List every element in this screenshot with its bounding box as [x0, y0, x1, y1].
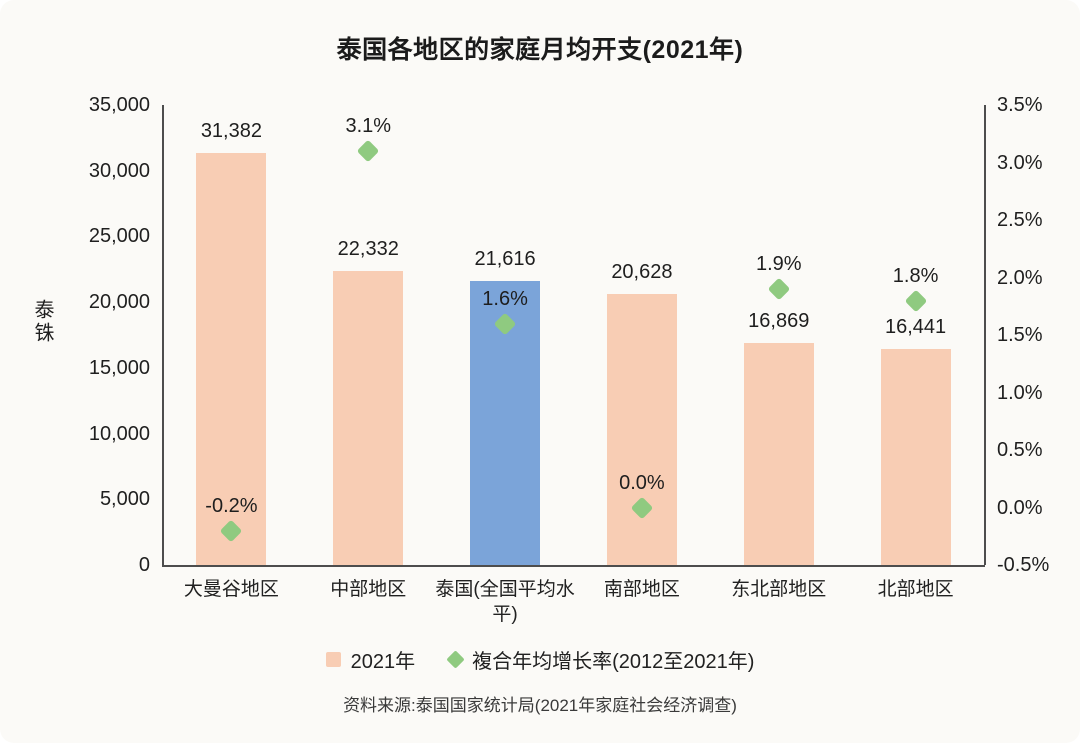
left-axis-tick: 15,000 — [88, 356, 150, 379]
diamond-swatch-icon — [446, 650, 465, 669]
bar-value-label: 31,382 — [200, 119, 262, 142]
bar-value-label: 21,616 — [474, 247, 536, 270]
right-axis-tick: 1.5% — [997, 324, 1043, 346]
legend-item-cagr: 複合年均增长率(2012至2021年) — [446, 645, 755, 674]
cagr-value-label: 3.1% — [345, 115, 392, 137]
category-label-5: 东北部地区 — [731, 579, 827, 600]
left-axis-title: 泰铢 — [31, 299, 53, 345]
right-axis-tick: 2.0% — [997, 266, 1043, 289]
right-axis-tick: 2.5% — [997, 209, 1043, 231]
left-axis-tick: 35,000 — [88, 94, 150, 116]
bar-value-label: 16,869 — [748, 310, 810, 333]
legend-label-cagr: 複合年均增长率(2012至2021年) — [472, 651, 755, 673]
left-axis-tick: 0 — [138, 554, 150, 576]
category-label-4: 南部地区 — [603, 579, 680, 600]
left-axis-tick: 25,000 — [88, 225, 150, 248]
bottom-axis-line — [162, 565, 985, 567]
right-axis-tick: 0.5% — [997, 439, 1043, 461]
right-axis-tick: 0.0% — [997, 496, 1043, 519]
legend-item-2021: 2021年 — [325, 645, 416, 674]
cagr-value-label: 1.6% — [482, 287, 528, 310]
category-label-3: 泰国(全国平均水平) — [435, 579, 575, 625]
right-axis-tick: 1.0% — [997, 381, 1043, 404]
bar-2 — [333, 271, 404, 565]
cagr-value-label: -0.2% — [205, 494, 258, 517]
bar-1 — [196, 152, 267, 565]
bar-5 — [743, 343, 814, 565]
right-axis-tick: 3.0% — [997, 151, 1043, 174]
category-label-1: 大曼谷地区 — [183, 579, 279, 600]
cagr-value-label: 1.9% — [755, 253, 802, 275]
legend-label-2021: 2021年 — [350, 651, 416, 673]
bar-swatch-icon — [325, 652, 341, 667]
category-label-6: 北部地区 — [877, 579, 954, 600]
bar-value-label: 16,441 — [884, 315, 947, 338]
right-axis-tick: -0.5% — [997, 554, 1050, 576]
left-axis-tick: 10,000 — [88, 422, 150, 445]
cagr-diamond-icon — [904, 289, 927, 312]
bar-value-label: 22,332 — [337, 238, 399, 261]
left-axis-line — [162, 105, 164, 565]
left-axis-tick: 30,000 — [88, 159, 150, 182]
cagr-diamond-icon — [767, 277, 791, 301]
right-axis-line — [984, 105, 986, 565]
left-axis-tick: 5,000 — [99, 488, 150, 511]
cagr-diamond-icon — [356, 139, 380, 163]
bar-6 — [880, 348, 951, 565]
category-label-2: 中部地区 — [330, 579, 407, 600]
chart-legend: 2021年 複合年均增长率(2012至2021年) — [0, 645, 1080, 674]
right-axis-tick: 3.5% — [997, 94, 1043, 116]
cagr-value-label: 0.0% — [619, 471, 665, 494]
chart-title: 泰国各地区的家庭月均开支(2021年) — [336, 36, 744, 64]
bar-value-label: 20,628 — [611, 260, 673, 283]
source-note: 资料来源:泰国国家统计局(2021年家庭社会经济调查) — [343, 696, 737, 715]
left-axis-tick: 20,000 — [88, 291, 150, 314]
cagr-value-label: 1.8% — [892, 264, 939, 287]
bar-4 — [606, 293, 677, 565]
